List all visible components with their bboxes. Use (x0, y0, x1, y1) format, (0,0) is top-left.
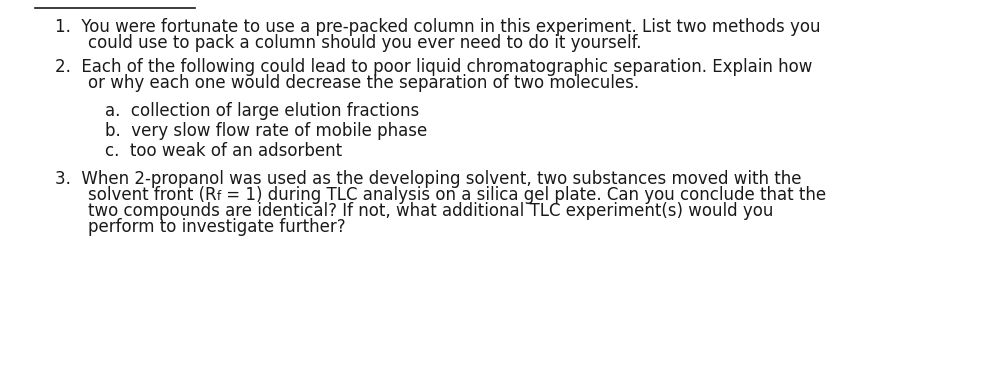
Text: 2.  Each of the following could lead to poor liquid chromatographic separation. : 2. Each of the following could lead to p… (55, 58, 811, 76)
Text: 3.  When 2-propanol was used as the developing solvent, two substances moved wit: 3. When 2-propanol was used as the devel… (55, 170, 801, 188)
Text: solvent front (R: solvent front (R (87, 186, 217, 204)
Text: a.  collection of large elution fractions: a. collection of large elution fractions (105, 102, 418, 120)
Text: = 1) during TLC analysis on a silica gel plate. Can you conclude that the: = 1) during TLC analysis on a silica gel… (221, 186, 825, 204)
Text: f: f (217, 190, 221, 203)
Text: b.  very slow flow rate of mobile phase: b. very slow flow rate of mobile phase (105, 122, 426, 140)
Text: 1.  You were fortunate to use a pre-packed column in this experiment. List two m: 1. You were fortunate to use a pre-packe… (55, 18, 820, 36)
Text: two compounds are identical? If not, what additional TLC experiment(s) would you: two compounds are identical? If not, wha… (87, 202, 772, 220)
Text: perform to investigate further?: perform to investigate further? (87, 218, 345, 236)
Text: c.  too weak of an adsorbent: c. too weak of an adsorbent (105, 142, 342, 160)
Text: could use to pack a column should you ever need to do it yourself.: could use to pack a column should you ev… (87, 34, 641, 52)
Text: or why each one would decrease the separation of two molecules.: or why each one would decrease the separ… (87, 74, 638, 92)
